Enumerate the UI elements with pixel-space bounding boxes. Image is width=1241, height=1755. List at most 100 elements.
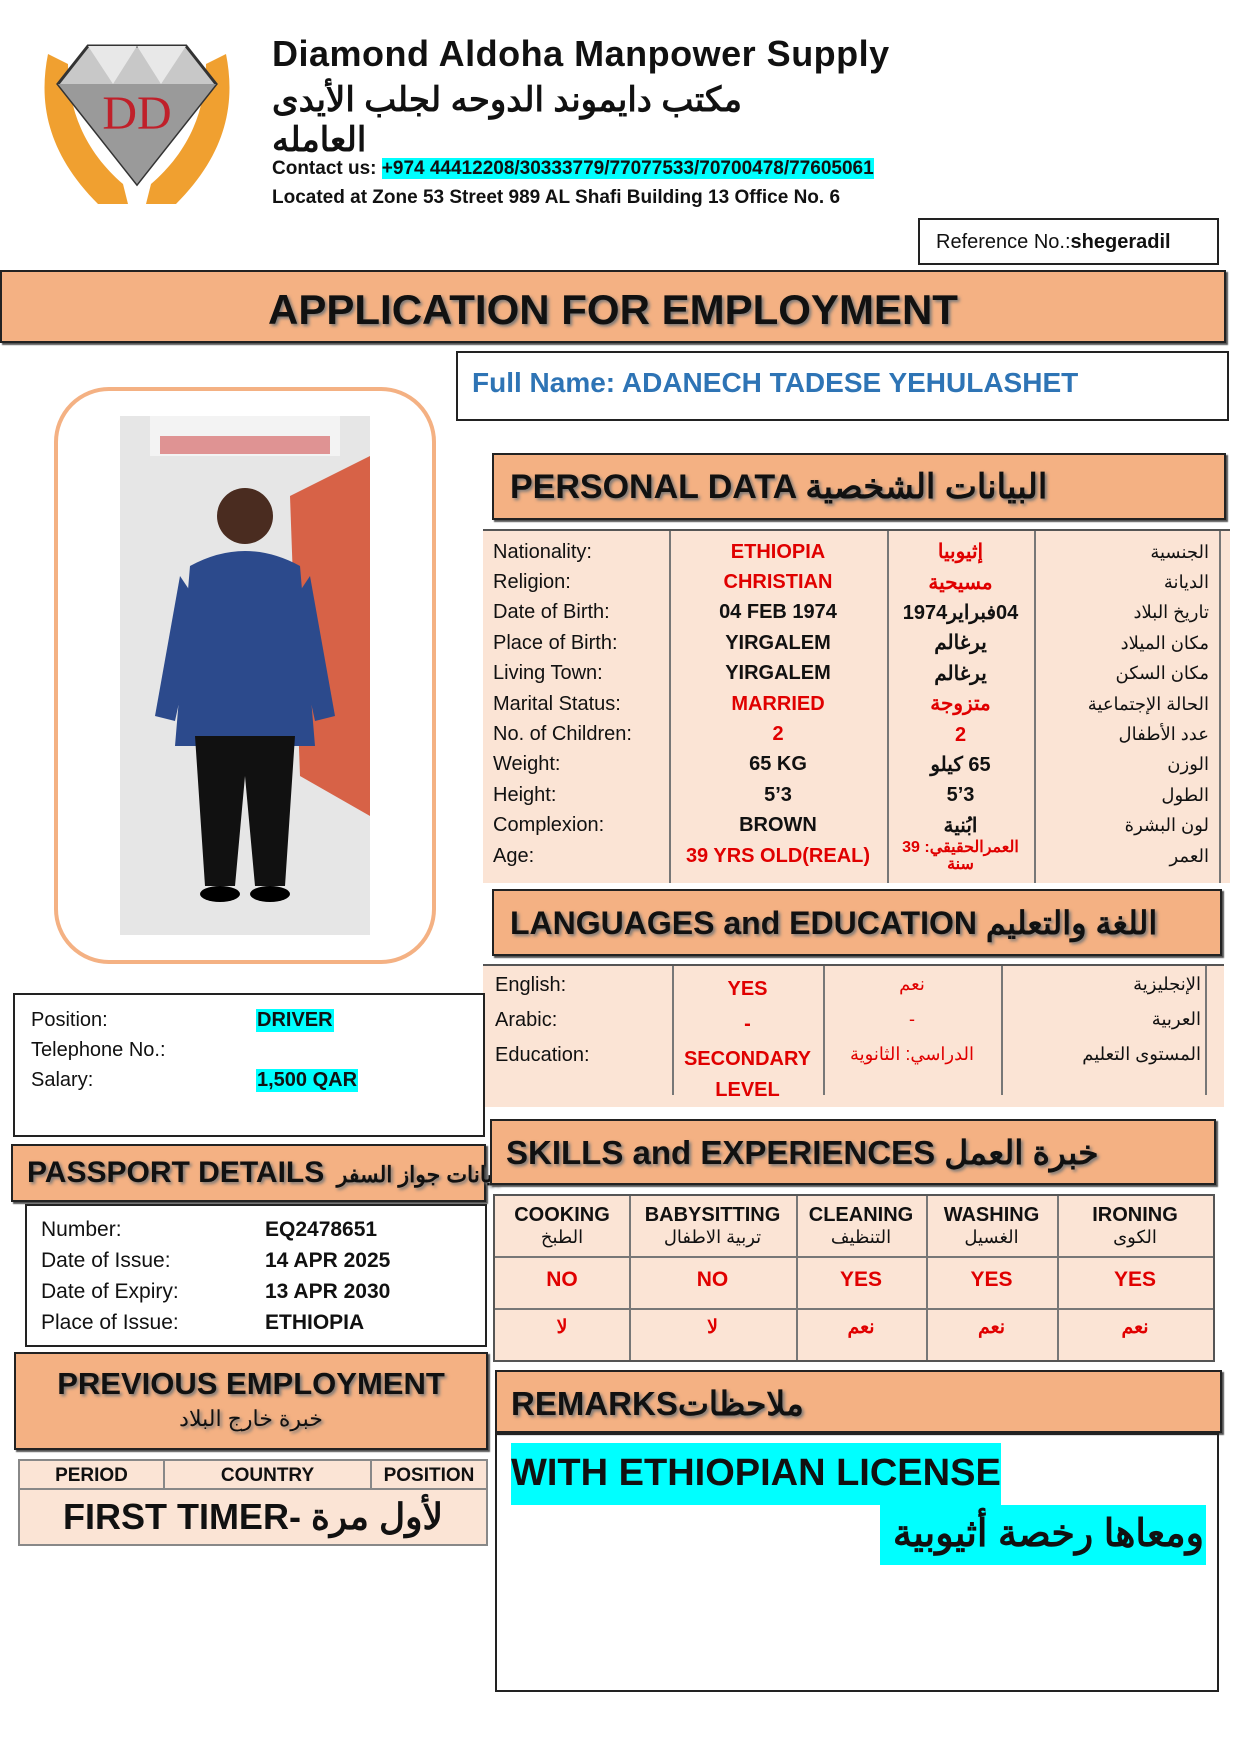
- personal-data-row: Marital Status: MARRIED متزوجة الحالة الإجت…: [483, 689, 1230, 719]
- previous-employment-title: PREVIOUS EMPLOYMENT: [57, 1366, 445, 1401]
- skill-name-arabic: التنظيف: [830, 1227, 892, 1247]
- skill-value-arabic: لا: [707, 1317, 718, 1338]
- full-name-label: Full Name:: [472, 367, 616, 398]
- row-value: 14 APR 2025: [265, 1248, 391, 1272]
- row-value-arabic: الدراسي: الثانوية: [849, 1044, 975, 1064]
- row-value: 13 APR 2030: [265, 1279, 391, 1303]
- row-label: Place of Issue:: [41, 1310, 179, 1334]
- svg-text:DD: DD: [102, 87, 171, 140]
- row-label: Complexion:: [493, 814, 605, 837]
- previous-employment-value: FIRST TIMER- لأول مرة: [62, 1496, 444, 1537]
- row-label-arabic: الإنجليزية: [1133, 974, 1201, 994]
- personal-data-row: Complexion: BROWN ابُنية لون البشرة: [483, 811, 1230, 841]
- row-value: YIRGALEM: [725, 631, 831, 654]
- row-value: DRIVER: [256, 1008, 334, 1032]
- company-name-arabic: مكتب دايموند الدوحه لجلب الأيدى العامله: [272, 81, 743, 159]
- passport-box: Number: EQ2478651 Date of Issue: 14 APR 202…: [25, 1204, 487, 1347]
- row-value: 39 YRS OLD(REAL): [685, 844, 871, 867]
- skill-value: NO: [546, 1268, 578, 1291]
- row-value: 1,500 QAR: [256, 1068, 359, 1092]
- passport-title-arabic: بيانات جواز السفر: [336, 1162, 500, 1187]
- row-label-arabic: العربية: [1151, 1009, 1201, 1029]
- row-label: Date of Expiry:: [41, 1279, 179, 1303]
- passport-row: Number: EQ2478651: [41, 1214, 471, 1245]
- column-position: POSITION: [383, 1465, 475, 1486]
- skill-value-arabic: نعم: [1121, 1317, 1149, 1338]
- row-value-arabic: متزوجة: [930, 693, 991, 716]
- row-value-arabic: يرغالم: [934, 632, 987, 655]
- skill-value: YES: [839, 1268, 883, 1291]
- personal-data-row: Nationality: ETHIOPIA إثيوبيا الجنسية: [483, 537, 1230, 567]
- row-value: MARRIED: [731, 692, 825, 715]
- row-label: Height:: [493, 783, 557, 806]
- skill-name-arabic: الكوى: [1113, 1227, 1157, 1247]
- skill-name-arabic: الطبخ: [540, 1227, 584, 1247]
- row-label-arabic: الطول: [1161, 784, 1209, 805]
- full-name-box: Full Name: ADANECH TADESE YEHULASHET: [456, 351, 1229, 421]
- application-title-banner: APPLICATION FOR EMPLOYMENT: [0, 270, 1226, 343]
- row-label-arabic: المستوى التعليم: [1082, 1044, 1201, 1064]
- skill-column: COOKING الطبخ NO لا: [495, 1196, 629, 1360]
- row-label-arabic: الجنسية: [1150, 541, 1209, 562]
- row-value: ETHIOPIA: [730, 540, 826, 563]
- row-value-arabic: 3’5: [946, 784, 975, 807]
- row-label: Education:: [495, 1044, 590, 1066]
- passport-header: PASSPORT DETAILS بيانات جواز السفر: [11, 1144, 499, 1202]
- row-label: Marital Status:: [493, 692, 621, 715]
- row-value-arabic: 04فبراير1974: [902, 601, 1019, 624]
- language-row: Education: SECONDARY LEVEL الدراسي: الثانو…: [483, 1040, 1224, 1106]
- skill-column: BABYSITTING تربية الاطفال NO لا: [629, 1196, 796, 1360]
- diamond-hands-logo-icon: DD: [44, 44, 230, 204]
- personal-data-row: Age: 39 YRS OLD(REAL) العمرالحقيقي: 39 سنة…: [483, 839, 1230, 874]
- reference-box: Reference No.:shegeradil: [918, 218, 1219, 265]
- language-row: English: YES نعم الإنجليزية: [483, 970, 1224, 1005]
- languages-header: LANGUAGES and EDUCATION اللغة والتعليم: [492, 889, 1222, 956]
- personal-data-row: Religion: CHRISTIAN مسيحية الديانة: [483, 567, 1230, 597]
- row-label: Date of Issue:: [41, 1248, 171, 1272]
- row-value: YIRGALEM: [725, 662, 831, 685]
- personal-data-row: Living Town: YIRGALEM يرغالم مكان السكن: [483, 659, 1230, 689]
- row-value: SECONDARY LEVEL: [683, 1048, 812, 1101]
- skill-name: IRONING: [1092, 1204, 1178, 1226]
- skill-column: CLEANING التنظيف YES نعم: [796, 1196, 926, 1360]
- personal-data-row: Date of Birth: 04 FEB 1974 04فبراير1974 تار…: [483, 598, 1230, 628]
- skill-column: WASHING الغسيل YES نعم: [926, 1196, 1057, 1360]
- row-label-arabic: عدد الأطفال: [1118, 724, 1209, 745]
- languages-table: English: YES نعم الإنجليزية Arabic: - - العربية…: [483, 964, 1224, 1107]
- skill-name-arabic: تربية الاطفال: [663, 1227, 762, 1247]
- row-label-arabic: الديانة: [1163, 572, 1209, 593]
- contact-label: Contact us:: [272, 158, 377, 179]
- skill-name-arabic: الغسيل: [964, 1227, 1019, 1247]
- personal-data-row: Place of Birth: YIRGALEM يرغالم مكان الميلا…: [483, 628, 1230, 658]
- skill-value: YES: [970, 1268, 1013, 1291]
- previous-employment-table: PERIOD COUNTRY POSITION FIRST TIMER- لأو…: [18, 1459, 488, 1546]
- remarks-title: REMARKSملاحظات: [511, 1385, 804, 1422]
- skill-column: IRONING الكوى YES نعم: [1057, 1196, 1213, 1360]
- reference-label: Reference No.:: [936, 231, 1071, 253]
- row-label: Date of Birth:: [493, 601, 610, 624]
- row-value-arabic: -: [909, 1009, 915, 1029]
- skill-name: BABYSITTING: [644, 1204, 781, 1226]
- contact-phones: +974 44412208/30333779/77077533/70700478…: [381, 158, 874, 179]
- row-label: Telephone No.:: [31, 1038, 166, 1061]
- previous-employment-title-arabic: خبرة خارج البلاد: [179, 1406, 323, 1431]
- row-label: Religion:: [493, 571, 571, 594]
- skills-table: COOKING الطبخ NO لا BABYSITTING تربية الاطفال…: [493, 1194, 1215, 1362]
- row-value-arabic: مسيحية: [928, 571, 993, 594]
- row-value-arabic: 2: [954, 723, 967, 746]
- row-label-arabic: الحالة الإجتماعية: [1087, 693, 1209, 714]
- row-label: Weight:: [493, 753, 561, 776]
- column-period: PERIOD: [20, 1461, 165, 1488]
- personal-data-row: Weight: 65 KG 65 كيلو الوزن: [483, 750, 1230, 780]
- previous-employment-header: PREVIOUS EMPLOYMENT خبرة خارج البلاد: [14, 1352, 488, 1450]
- row-label-arabic: تاريخ البلاد: [1133, 602, 1210, 623]
- row-label-arabic: الوزن: [1167, 754, 1209, 775]
- row-label: English:: [495, 974, 567, 996]
- row-label: Living Town:: [493, 662, 603, 685]
- row-label: Arabic:: [495, 1009, 558, 1031]
- row-value: CHRISTIAN: [723, 571, 833, 594]
- passport-row: Date of Expiry: 13 APR 2030: [41, 1276, 471, 1307]
- row-value-arabic: ابُنية: [943, 814, 978, 837]
- row-label-arabic: لون البشرة: [1124, 815, 1209, 836]
- row-value: 5’3: [764, 783, 792, 806]
